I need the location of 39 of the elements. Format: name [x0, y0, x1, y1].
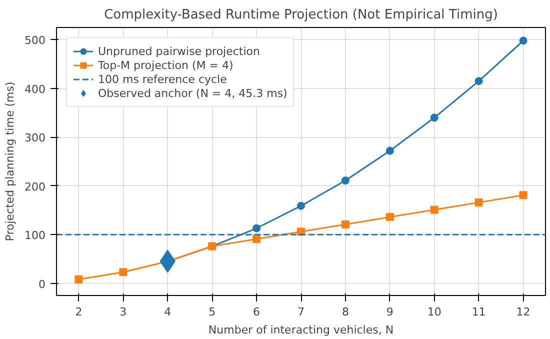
x-tick-label: 11	[472, 306, 486, 318]
x-tick-label: 5	[208, 306, 216, 318]
point	[430, 114, 438, 122]
point	[252, 234, 261, 243]
x-tick-label: 3	[120, 306, 127, 318]
x-tick-label: 7	[298, 306, 304, 318]
y-tick-label: 400	[24, 82, 46, 96]
x-tick-label: 9	[386, 306, 394, 318]
y-tick-label: 300	[24, 132, 46, 145]
y-axis-title: Projected planning time (ms)	[4, 82, 17, 242]
legend-label: 100 ms reference cycle	[98, 72, 227, 86]
y-tick-label: 200	[24, 180, 46, 194]
x-tick-label: 12	[516, 306, 530, 318]
legend-label: Observed anchor (N = 4, 45.3 ms)	[98, 86, 288, 100]
point	[252, 224, 261, 232]
y-tick-label: 0	[38, 278, 46, 291]
point	[474, 77, 483, 86]
x-tick-label: 6	[253, 306, 260, 318]
x-tick-label: 4	[164, 306, 172, 318]
point	[430, 206, 438, 214]
x-axis-title: Number of interacting vehicles, N	[208, 324, 394, 336]
point	[341, 176, 350, 184]
point	[474, 198, 483, 206]
point	[119, 268, 128, 276]
point	[386, 146, 394, 155]
point	[519, 36, 528, 45]
legend-label: Top-M projection (M = 4)	[98, 58, 234, 72]
legend-label: Unpruned pairwise projection	[98, 44, 260, 58]
point	[341, 220, 350, 228]
y-tick-label: 500	[24, 34, 46, 48]
point	[386, 213, 394, 222]
x-tick-label: 10	[427, 306, 442, 318]
point	[74, 275, 83, 284]
point	[297, 202, 305, 210]
x-tick-label: 8	[342, 306, 349, 318]
y-tick-label: 100	[24, 229, 46, 242]
point	[519, 191, 528, 200]
x-tick-label: 2	[75, 306, 82, 318]
chart-title: Complexity-Based Runtime Projection (Not Empirical Timing)	[104, 8, 498, 22]
